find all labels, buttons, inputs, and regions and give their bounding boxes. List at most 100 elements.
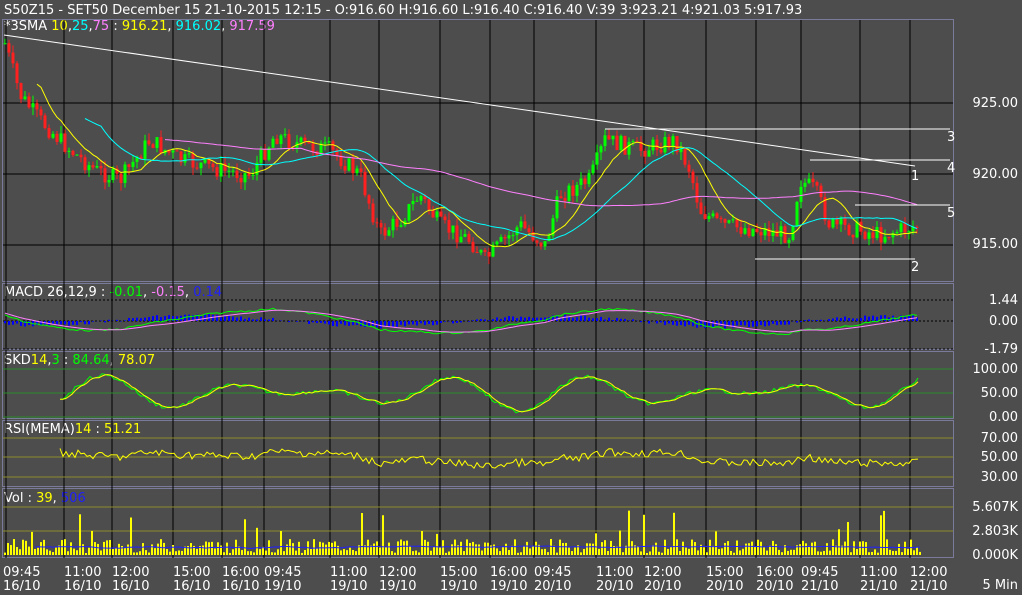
volume-bar <box>775 544 777 555</box>
sma-colon: : <box>109 19 122 34</box>
price-candle <box>375 222 379 224</box>
volume-bar <box>745 543 747 555</box>
volume-bar <box>376 541 378 555</box>
price-candle <box>131 161 135 167</box>
skd-panel[interactable] <box>2 351 954 419</box>
price-candle <box>355 168 359 174</box>
price-candle <box>67 150 71 152</box>
volume-bar <box>328 541 330 555</box>
volume-bar <box>484 542 486 555</box>
volume-bar <box>877 552 879 555</box>
volume-bar <box>139 551 141 555</box>
volume-bar <box>631 541 633 555</box>
price-candle <box>799 186 803 202</box>
price-candle <box>307 141 311 144</box>
price-candle <box>39 109 43 116</box>
volume-bar <box>160 539 162 555</box>
volume-bar <box>31 531 33 555</box>
volume-bar <box>793 549 795 555</box>
price-candle <box>167 149 171 153</box>
volume-bar <box>409 545 411 555</box>
price-candle <box>283 134 287 136</box>
sma-p2: 25 <box>71 19 89 34</box>
volume-bar <box>679 550 681 555</box>
volume-bar <box>550 539 552 555</box>
price-panel[interactable] <box>2 19 954 282</box>
macd-panel[interactable] <box>2 283 954 350</box>
volume-bar <box>364 545 366 555</box>
price-candle <box>475 252 479 254</box>
price-candle <box>679 148 683 153</box>
price-candle <box>487 252 491 257</box>
sma-v2: 916.02 <box>175 19 222 34</box>
volume-bar <box>448 551 450 555</box>
price-candle <box>127 164 131 167</box>
price-candle <box>19 83 23 100</box>
volume-bar <box>658 551 660 555</box>
price-candle <box>151 144 155 148</box>
volume-bar <box>67 551 69 555</box>
price-candle <box>35 103 39 110</box>
price-candle <box>455 225 459 243</box>
price-candle <box>303 137 307 142</box>
volume-bar <box>853 541 855 555</box>
price-candle <box>587 173 591 185</box>
volume-panel[interactable] <box>2 488 954 558</box>
price-candle <box>371 203 375 223</box>
price-candle <box>99 166 103 169</box>
price-candle <box>731 219 735 221</box>
volume-bar <box>181 550 183 555</box>
volume-bar <box>850 552 852 555</box>
trendline-1 <box>3 34 916 167</box>
trendline-label-3: 3 <box>947 130 955 145</box>
rsi-panel[interactable] <box>2 420 954 487</box>
volume-bar <box>55 547 57 555</box>
volume-bar <box>52 552 54 555</box>
price-candle <box>747 228 751 237</box>
volume-bar <box>904 541 906 555</box>
price-candle <box>411 200 415 205</box>
price-candle <box>491 244 495 257</box>
volume-bar <box>709 539 711 555</box>
price-candle <box>835 218 839 225</box>
price-candle <box>71 150 75 156</box>
price-candle <box>855 221 859 238</box>
volume-bar <box>874 549 876 555</box>
price-candle <box>515 227 519 236</box>
price-candle <box>27 96 31 108</box>
volume-bar <box>433 546 435 555</box>
price-candle <box>615 135 619 151</box>
volume-bar <box>655 542 657 555</box>
volume-bar <box>625 545 627 555</box>
volume-bar <box>598 548 600 555</box>
volume-bar <box>274 552 276 555</box>
volume-bar <box>511 545 513 555</box>
price-candle <box>143 140 147 160</box>
rsi-ytick-2: 50.00 <box>980 450 1018 465</box>
volume-bar <box>301 552 303 555</box>
price-candle <box>451 225 455 233</box>
volume-bar <box>889 549 891 555</box>
price-candle <box>839 217 843 225</box>
price-candle <box>899 223 903 233</box>
volume-bar <box>211 541 213 555</box>
price-candle <box>559 196 563 199</box>
period-label[interactable]: 5 Min <box>982 578 1018 593</box>
volume-bar <box>742 548 744 555</box>
volume-bar <box>715 531 717 555</box>
volume-bar <box>286 544 288 555</box>
x-label-9: 16:00 19/10 <box>490 565 528 594</box>
volume-bar <box>184 546 186 555</box>
volume-bar <box>667 548 669 555</box>
volume-bar <box>277 549 279 555</box>
price-candle <box>435 211 439 218</box>
volume-bar <box>358 545 360 555</box>
volume-bar <box>835 545 837 555</box>
volume-bar <box>304 549 306 555</box>
price-candle <box>199 162 203 169</box>
volume-bar <box>568 547 570 555</box>
volume-bar <box>817 551 819 555</box>
price-candle <box>471 241 475 253</box>
price-candle <box>175 150 179 152</box>
